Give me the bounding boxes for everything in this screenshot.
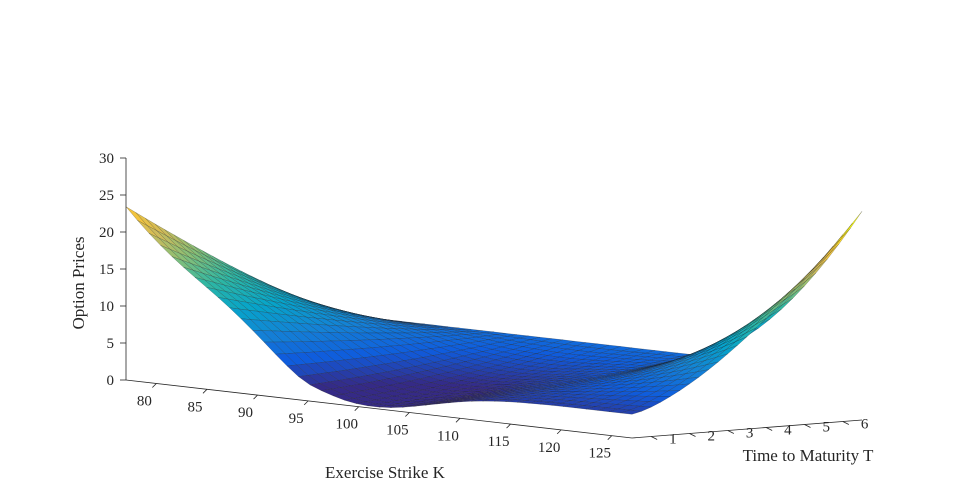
- x-tick-mark: [506, 423, 511, 429]
- x-axis-line: [125, 379, 633, 439]
- x-tick-label: 100: [336, 417, 359, 433]
- x-tick-label: 115: [488, 434, 510, 450]
- surface-patch: [785, 280, 807, 300]
- y-tick-mark: [689, 433, 696, 437]
- x-tick-label: 110: [437, 428, 459, 444]
- y-tick-mark: [804, 424, 811, 428]
- x-tick-mark: [354, 406, 360, 411]
- z-tick-label: 20: [99, 225, 114, 241]
- x-tick-mark: [152, 383, 157, 388]
- z-tick-label: 0: [107, 373, 115, 389]
- x-tick-mark: [405, 412, 410, 417]
- axis-labels: Option Prices Exercise Strike K Time to …: [69, 236, 874, 482]
- x-tick-label: 85: [187, 399, 202, 415]
- z-tick-label: 30: [99, 151, 114, 167]
- y-tick-mark: [727, 430, 735, 434]
- y-tick-mark: [842, 421, 850, 425]
- x-axis-label: Exercise Strike K: [325, 463, 446, 482]
- x-tick-mark: [556, 429, 562, 435]
- z-tick-label: 15: [99, 262, 114, 278]
- surface-patch: [817, 243, 840, 268]
- x-tick-label: 125: [589, 446, 612, 462]
- surface-patch: [620, 409, 642, 415]
- x-tick-mark: [202, 388, 208, 394]
- z-tick-label: 5: [107, 336, 115, 352]
- z-tick-label: 10: [99, 299, 114, 315]
- z-tick-label: 25: [99, 188, 114, 204]
- x-tick-label: 105: [386, 422, 409, 438]
- x-tick-label: 90: [238, 405, 253, 421]
- x-tick-mark: [455, 417, 461, 423]
- y-tick-label: 5: [823, 420, 831, 436]
- y-tick-mark: [765, 427, 773, 431]
- price-surface: [125, 206, 863, 415]
- y-tick-label: 4: [784, 423, 792, 439]
- y-tick-mark: [650, 436, 658, 440]
- x-tick-label: 120: [538, 440, 561, 456]
- x-tick-mark: [607, 435, 613, 440]
- x-tick-label: 80: [137, 393, 152, 409]
- y-tick-label: 3: [746, 426, 754, 442]
- surface-patch: [806, 258, 828, 281]
- y-axis-label: Time to Maturity T: [743, 446, 874, 465]
- y-tick-label: 2: [708, 429, 716, 445]
- y-tick-label: 1: [669, 432, 677, 448]
- x-tick-mark: [303, 400, 309, 406]
- y-tick-label: 6: [861, 417, 869, 433]
- z-axis-label: Option Prices: [69, 236, 88, 329]
- surface-patch: [125, 206, 148, 226]
- x-tick-label: 95: [289, 411, 304, 427]
- y-axis-line: [631, 419, 863, 439]
- surface-patch: [794, 272, 817, 293]
- x-tick-mark: [253, 394, 258, 400]
